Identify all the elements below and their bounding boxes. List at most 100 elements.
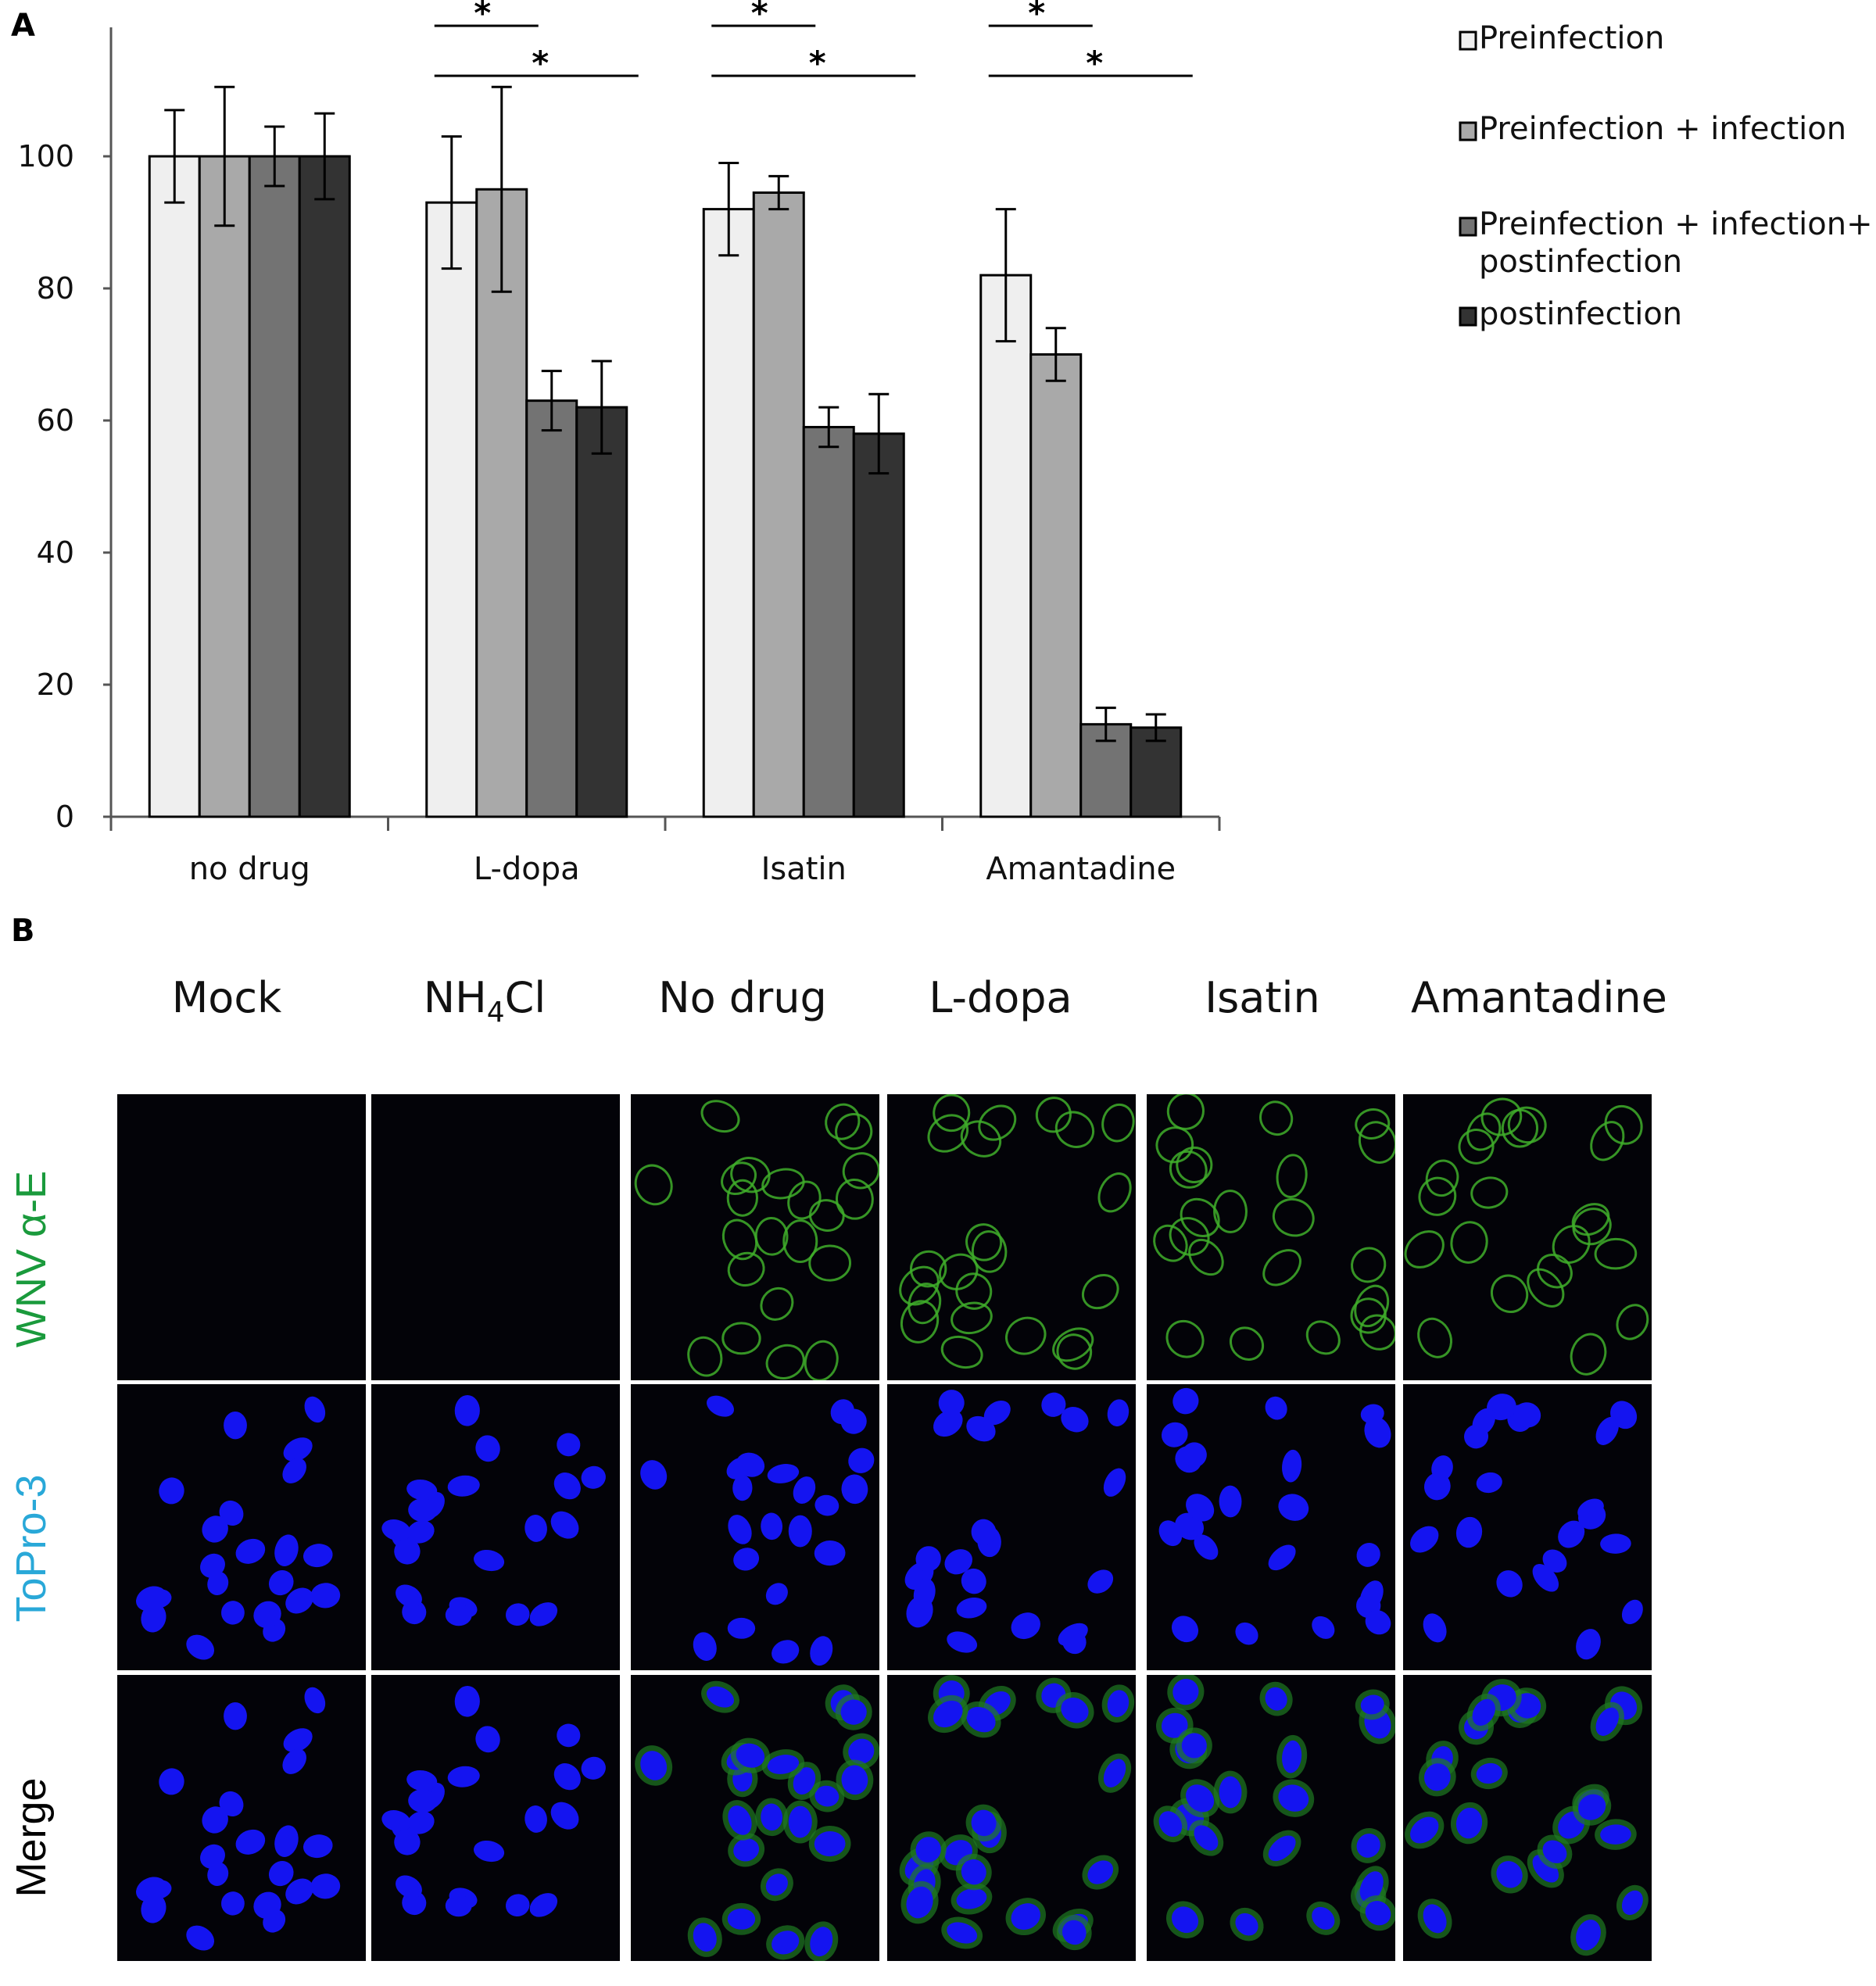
nucleus bbox=[1103, 1759, 1126, 1787]
cell-outline bbox=[700, 1100, 740, 1133]
panel-a-letter: A bbox=[11, 8, 35, 44]
nucleus bbox=[381, 1519, 411, 1541]
micrograph-image bbox=[381, 1394, 606, 1626]
column-title-l-dopa: L-dopa bbox=[929, 973, 1072, 1022]
cell-outline bbox=[1552, 1225, 1591, 1264]
nucleus bbox=[933, 1409, 963, 1437]
nucleus bbox=[1087, 1569, 1114, 1594]
nucleus bbox=[706, 1395, 735, 1417]
nucleus bbox=[396, 1875, 422, 1898]
nucleus bbox=[793, 1476, 816, 1504]
cell-outline bbox=[1054, 1111, 1095, 1148]
bar bbox=[298, 155, 351, 818]
y-tick-label: 20 bbox=[37, 667, 74, 702]
nucleus bbox=[1600, 1533, 1631, 1554]
nucleus bbox=[1496, 1861, 1523, 1888]
bar bbox=[979, 274, 1033, 818]
bar bbox=[525, 399, 578, 818]
nucleus bbox=[1476, 1472, 1502, 1494]
cell-outline bbox=[940, 1335, 983, 1369]
nucleus bbox=[454, 1394, 480, 1426]
nucleus bbox=[581, 1756, 606, 1780]
cell-outline bbox=[955, 1272, 993, 1310]
error-bar bbox=[441, 135, 462, 270]
micrograph-merge-4 bbox=[1147, 1675, 1395, 1961]
cell-outline bbox=[1229, 1326, 1265, 1361]
cell-outline bbox=[1594, 1237, 1638, 1270]
cell-outline bbox=[1590, 1121, 1625, 1161]
error-bar bbox=[818, 406, 840, 449]
cell-outline bbox=[1169, 1150, 1208, 1189]
nucleus bbox=[550, 1802, 579, 1830]
nucleus bbox=[728, 1805, 752, 1835]
y-tick-label: 0 bbox=[55, 800, 74, 834]
bar bbox=[1029, 353, 1083, 818]
nucleus bbox=[1161, 1422, 1188, 1447]
nucleus bbox=[310, 1873, 341, 1899]
nucleus bbox=[1107, 1690, 1130, 1717]
cell-outline bbox=[808, 1199, 845, 1232]
nucleus bbox=[1282, 1740, 1302, 1773]
nucleus bbox=[1576, 1629, 1601, 1660]
micrograph-image bbox=[1405, 1679, 1649, 1956]
legend-label: Preinfection bbox=[1479, 20, 1664, 56]
nucleus bbox=[141, 1603, 166, 1633]
nucleus bbox=[966, 1415, 996, 1442]
micrograph-green-0 bbox=[117, 1094, 366, 1380]
category-label: Isatin bbox=[761, 851, 847, 887]
nucleus bbox=[1410, 1526, 1439, 1553]
cell-outline bbox=[1101, 1103, 1135, 1143]
nucleus bbox=[1476, 1762, 1502, 1784]
micrograph-image bbox=[1404, 1097, 1649, 1376]
nucleus bbox=[1455, 1807, 1483, 1839]
micrograph-image bbox=[634, 1100, 879, 1380]
nucleus bbox=[505, 1603, 530, 1626]
nucleus bbox=[733, 1838, 760, 1862]
nucleus bbox=[732, 1475, 753, 1501]
cell-outline bbox=[900, 1300, 940, 1344]
nucleus bbox=[736, 1743, 765, 1768]
cell-outline bbox=[933, 1094, 971, 1133]
bar bbox=[852, 432, 905, 818]
nucleus bbox=[1265, 1396, 1287, 1420]
nucleus bbox=[381, 1810, 411, 1832]
micrograph-blue-3 bbox=[887, 1384, 1136, 1670]
bar bbox=[802, 425, 855, 818]
error-bar bbox=[591, 360, 612, 455]
bar bbox=[702, 208, 755, 818]
nucleus bbox=[557, 1723, 581, 1748]
nucleus bbox=[1621, 1890, 1643, 1916]
cell-outline bbox=[1165, 1319, 1205, 1358]
nucleus bbox=[736, 1452, 765, 1477]
micrograph-image bbox=[1158, 1387, 1391, 1645]
cell-outline bbox=[965, 1223, 1003, 1261]
nucleus bbox=[1356, 1542, 1380, 1567]
nucleus bbox=[1172, 1678, 1199, 1705]
error-bar bbox=[491, 85, 512, 293]
cell-outline bbox=[1425, 1159, 1459, 1197]
nucleus bbox=[1424, 1763, 1451, 1791]
nucleus bbox=[202, 1515, 228, 1543]
nucleus bbox=[1061, 1406, 1089, 1433]
micrograph-image bbox=[899, 1094, 1135, 1370]
cell-outline bbox=[927, 1114, 969, 1153]
nucleus bbox=[285, 1878, 313, 1905]
cell-outline bbox=[1507, 1106, 1547, 1144]
micrograph-image bbox=[117, 1094, 366, 1380]
nucleus bbox=[219, 1791, 244, 1817]
nucleus bbox=[1472, 1698, 1495, 1726]
cell-outline bbox=[1005, 1316, 1047, 1355]
column-title-no-drug: No drug bbox=[658, 973, 827, 1022]
nucleus bbox=[186, 1634, 215, 1660]
nucleus bbox=[961, 1859, 986, 1885]
cell-outline bbox=[1180, 1197, 1220, 1238]
legend-label: postinfection bbox=[1479, 244, 1682, 280]
nucleus bbox=[283, 1437, 313, 1462]
cell-outline bbox=[1153, 1224, 1188, 1262]
nucleus bbox=[1087, 1860, 1114, 1884]
cell-outline bbox=[1480, 1097, 1523, 1136]
nucleus bbox=[235, 1538, 266, 1564]
panel-b-letter: B bbox=[11, 913, 35, 949]
cell-outline bbox=[1355, 1108, 1391, 1140]
micrograph-blue-1 bbox=[371, 1384, 620, 1670]
